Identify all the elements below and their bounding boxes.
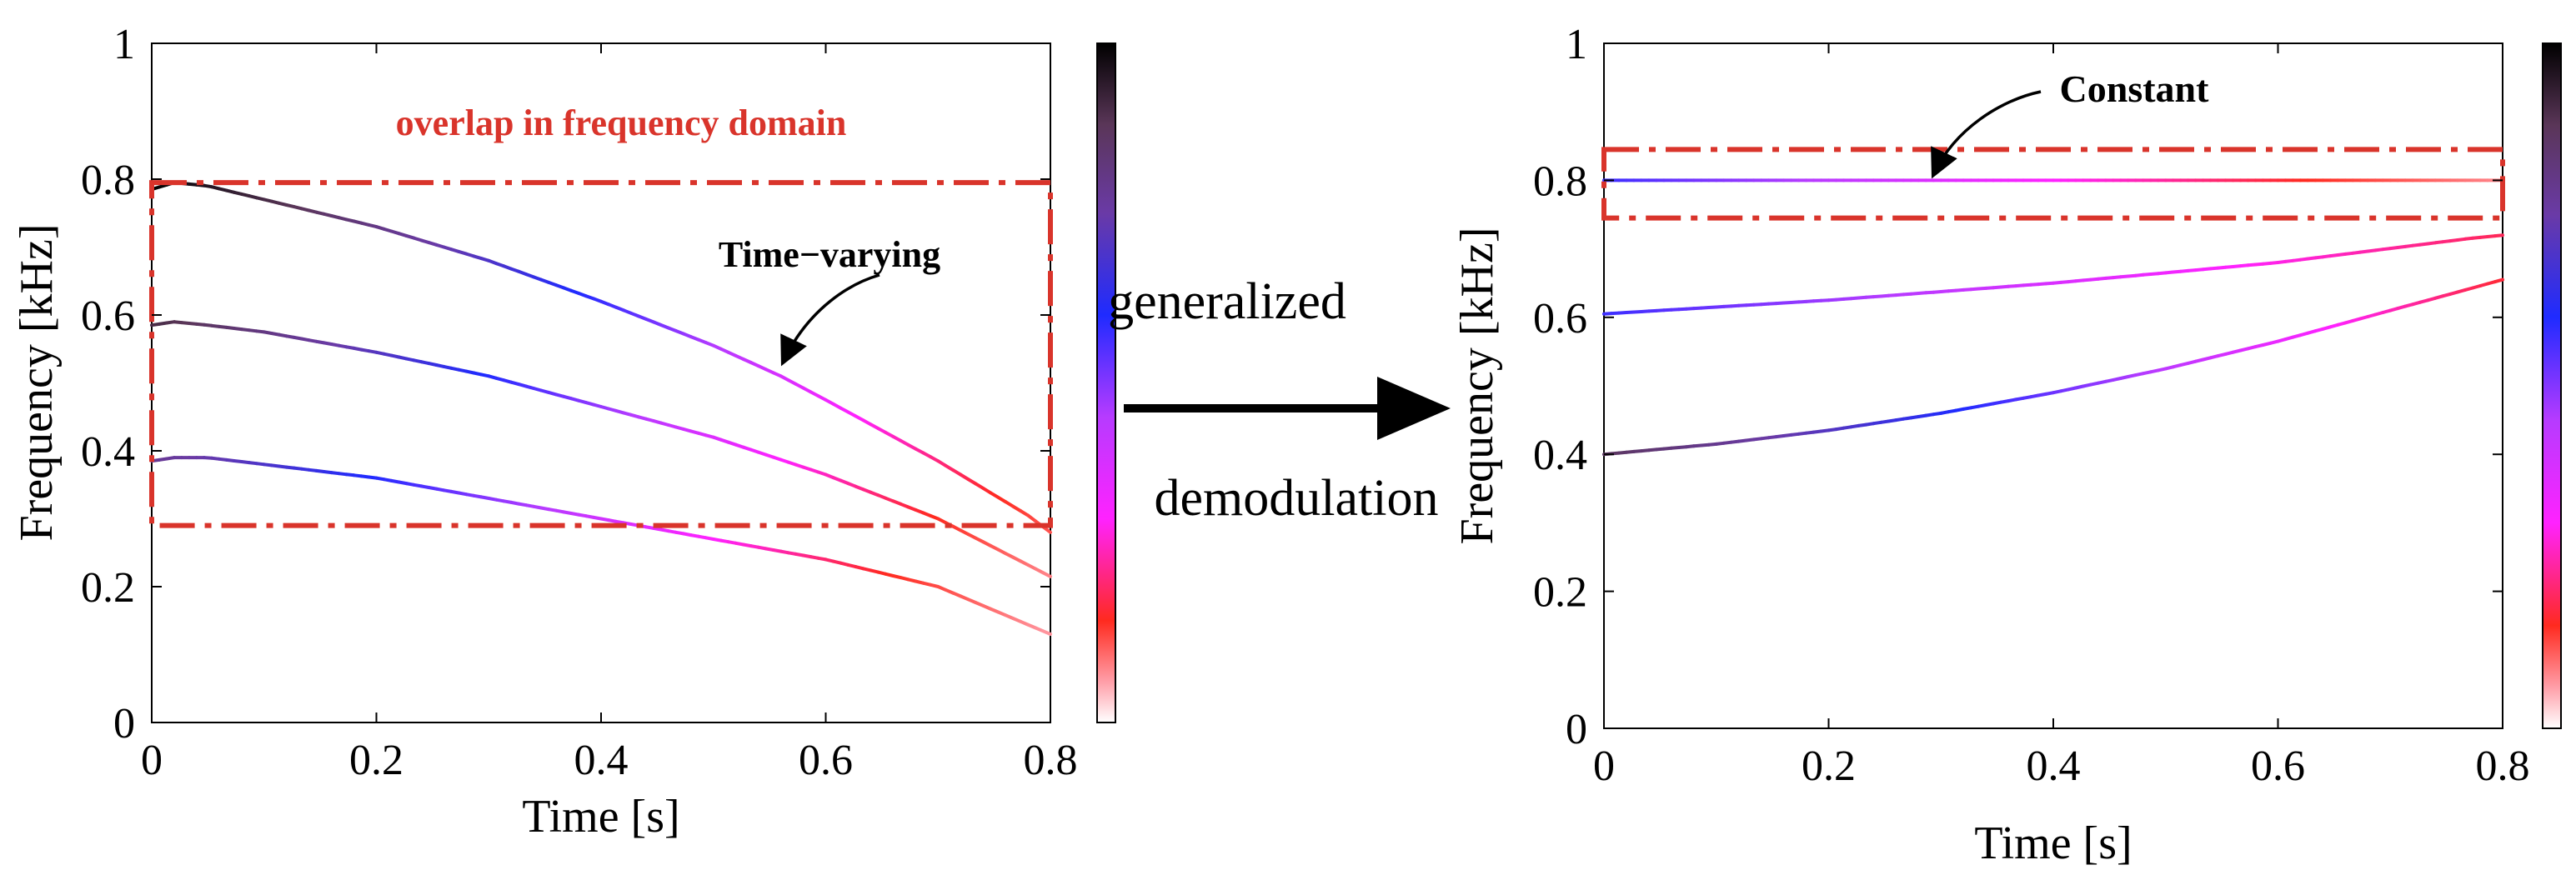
left-series-3 — [150, 456, 1052, 636]
left-series-2 — [150, 320, 1052, 578]
middle-arrow-head — [1377, 377, 1451, 440]
left-plot-area — [151, 42, 1051, 723]
left-ytick-label: 1 — [113, 21, 135, 68]
right-colorbar — [2542, 42, 2562, 729]
right-xtick-label: 0.4 — [2027, 742, 2081, 790]
right-xtick-label: 0.2 — [1802, 742, 1856, 790]
left-time-varying-arrow — [780, 273, 880, 367]
right-xtick-label: 0.6 — [2251, 742, 2305, 790]
left-ytick-label: 0.2 — [81, 564, 135, 612]
right-x-ticks: 0 0.2 0.4 0.6 0.8 — [1593, 43, 2530, 790]
right-constant-annotation: Constant — [2060, 68, 2210, 110]
right-plot-area — [1603, 42, 2503, 729]
right-chart: 0 0.2 0.4 0.6 0.8 1 0 0.2 0.4 0.6 0.8 Time [s] Fr… — [1451, 21, 2562, 869]
left-xtick-label: 0.8 — [1024, 737, 1078, 784]
left-ytick-label: 0.6 — [81, 292, 135, 340]
right-ytick-label: 0.6 — [1533, 295, 1587, 342]
right-ytick-label: 0.2 — [1533, 569, 1587, 617]
left-xtick-label: 0.4 — [574, 737, 629, 784]
demodulation-arrow-group: generalized demodulation — [1108, 273, 1451, 527]
left-time-varying-annotation: Time−varying — [719, 234, 940, 275]
right-series-2 — [1602, 233, 2504, 316]
right-ytick-label: 0.4 — [1533, 432, 1587, 479]
left-chart: 0 0.2 0.4 0.6 0.8 1 0 0.2 0.4 0.6 0.8 Time [s] Fr… — [11, 21, 1116, 842]
left-ytick-label: 0.4 — [81, 428, 135, 476]
middle-label-generalized: generalized — [1108, 273, 1346, 330]
left-y-ticks: 0 0.2 0.4 0.6 0.8 1 — [81, 21, 1050, 748]
right-x-axis-label: Time [s] — [1974, 818, 2132, 869]
left-ytick-label: 0 — [113, 700, 135, 748]
left-overlap-annotation: overlap in frequency domain — [396, 102, 847, 143]
left-colorbar — [1096, 42, 1116, 723]
right-xtick-label: 0 — [1593, 742, 1615, 790]
right-ytick-label: 0 — [1566, 706, 1587, 753]
left-x-axis-label: Time [s] — [522, 791, 679, 842]
right-xtick-label: 0.8 — [2476, 742, 2530, 790]
right-y-ticks: 0 0.2 0.4 0.6 0.8 1 — [1533, 21, 2503, 753]
right-series-3 — [1602, 278, 2504, 457]
right-ytick-label: 0.8 — [1533, 158, 1587, 205]
left-x-ticks: 0 0.2 0.4 0.6 0.8 — [141, 43, 1078, 784]
left-xtick-label: 0.6 — [799, 737, 853, 784]
right-constant-box — [1601, 147, 2505, 221]
right-constant-arrow — [1931, 90, 2042, 179]
left-overlap-box — [149, 180, 1053, 528]
left-y-axis-label: Frequency [kHz] — [11, 224, 63, 542]
left-ytick-label: 0.8 — [81, 157, 135, 204]
right-ytick-label: 1 — [1566, 21, 1587, 68]
left-xtick-label: 0 — [141, 737, 163, 784]
right-y-axis-label: Frequency [kHz] — [1451, 228, 1503, 545]
left-xtick-label: 0.2 — [349, 737, 403, 784]
middle-label-demodulation: demodulation — [1155, 470, 1439, 527]
right-series-group — [1602, 178, 2504, 457]
